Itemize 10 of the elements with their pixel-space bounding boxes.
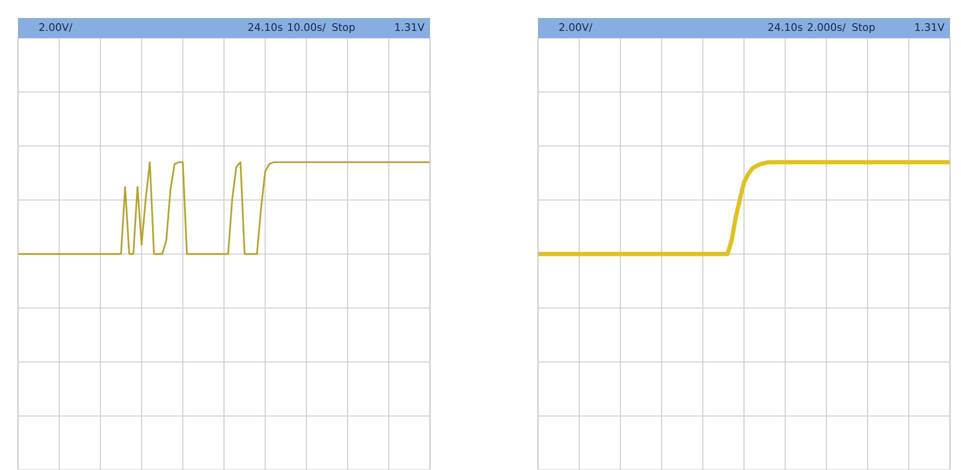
- text: 24.10s: [248, 23, 282, 32]
- text: 1.31V: [915, 23, 944, 32]
- text: 2.00V/: [39, 23, 72, 32]
- text: 2.00V/: [559, 23, 592, 32]
- text: Stop: [852, 23, 875, 34]
- text: 1.31V: [395, 23, 424, 32]
- text: 2.000s/: [808, 23, 846, 32]
- text: Stop: [332, 23, 355, 34]
- text: 10.00s/: [288, 23, 326, 32]
- text: 24.10s: [768, 23, 802, 32]
